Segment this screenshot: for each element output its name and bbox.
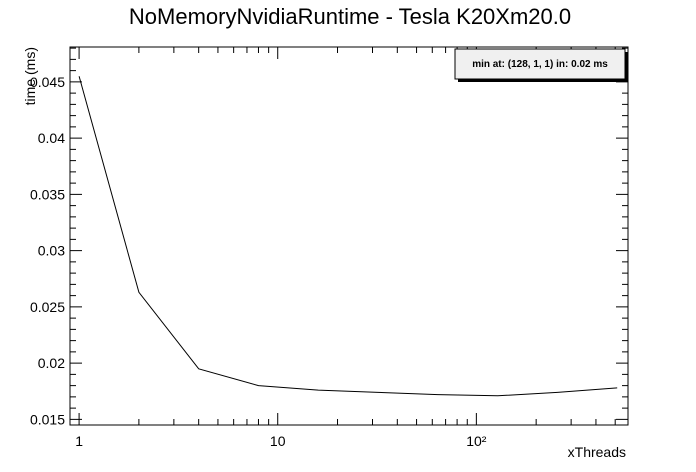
x-axis-tick-labels: 1 10 10²: [75, 433, 487, 449]
y-tick-label: 0.035: [30, 186, 65, 202]
chart-title: NoMemoryNvidiaRuntime - Tesla K20Xm20.0: [129, 4, 571, 29]
y-tick-label: 0.025: [30, 299, 65, 315]
series-line: [78, 76, 618, 397]
y-tick-label: 0.02: [38, 355, 65, 371]
x-tick-label: 10: [270, 433, 286, 449]
legend-text: min at: (128, 1, 1) in: 0.02 ms: [472, 59, 608, 70]
y-tick-label: 0.03: [38, 243, 65, 259]
y-tick-label: 0.04: [38, 130, 65, 146]
x-tick-label: 10²: [466, 433, 487, 449]
legend-box: min at: (128, 1, 1) in: 0.02 ms: [454, 48, 628, 82]
x-axis-ticks: [78, 47, 616, 425]
plot-frame: [69, 46, 629, 426]
y-tick-label: 0.045: [30, 74, 65, 90]
y-axis-tick-labels: 0.015 0.02 0.025 0.03 0.035 0.04 0.045: [30, 74, 65, 428]
x-tick-label: 1: [75, 433, 83, 449]
legend-frame: [454, 48, 626, 80]
y-axis-label: time (ms): [22, 47, 38, 105]
x-axis-label: xThreads: [568, 444, 626, 460]
y-tick-label: 0.015: [30, 411, 65, 427]
y-axis-ticks: [70, 47, 628, 420]
